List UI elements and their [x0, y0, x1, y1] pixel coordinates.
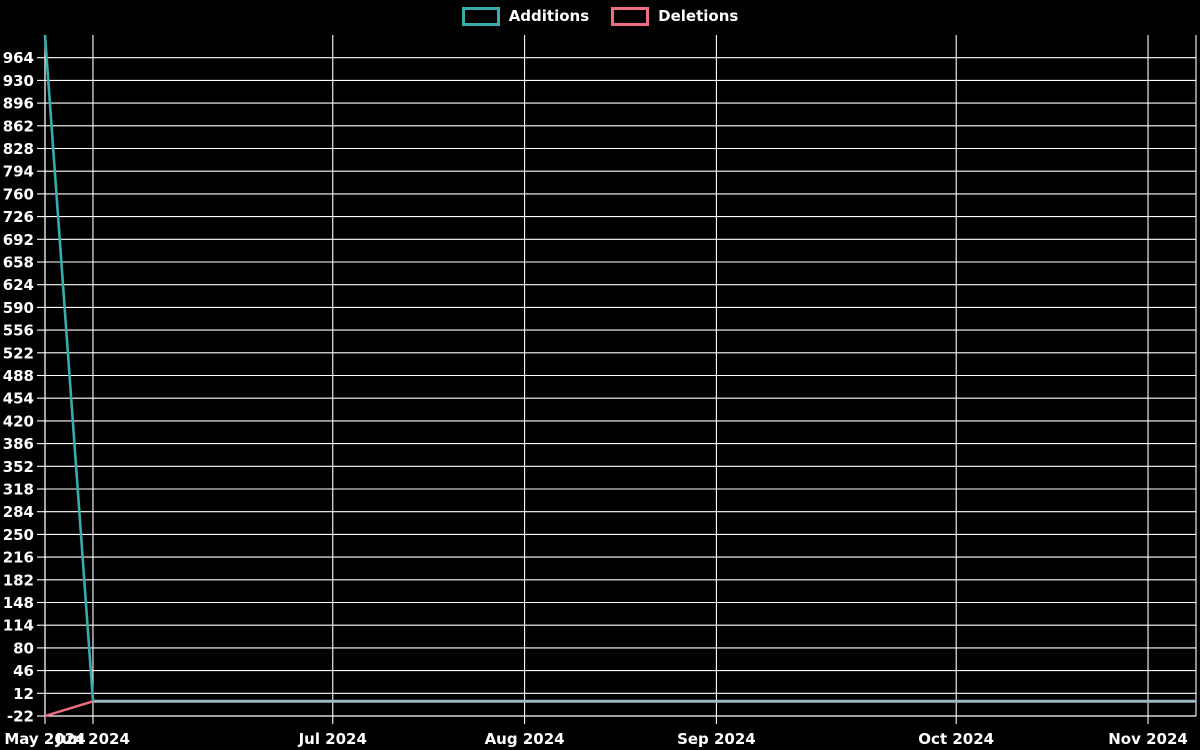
x-tick-label: May 2024: [4, 730, 85, 748]
y-tick-label: 182: [3, 571, 34, 589]
y-tick-label: 250: [3, 526, 34, 544]
y-tick-label: 80: [13, 639, 34, 657]
y-tick-label: 488: [3, 367, 34, 385]
x-tick-label: Sep 2024: [677, 730, 756, 748]
y-tick-label: 46: [13, 662, 34, 680]
y-tick-label: 12: [13, 685, 34, 703]
y-tick-label: 284: [3, 503, 34, 521]
y-tick-label: 522: [3, 344, 34, 362]
y-tick-label: 420: [3, 412, 34, 430]
y-tick-label: 556: [3, 322, 34, 340]
legend-item-deletions: Deletions: [611, 7, 738, 26]
y-tick-label: 930: [3, 72, 34, 90]
y-tick-label: 896: [3, 95, 34, 113]
y-tick-label: 794: [3, 163, 34, 181]
additions-line: [43, 34, 95, 702]
y-tick-label: 454: [3, 390, 34, 408]
deletions-line: [44, 700, 1196, 718]
x-tick-label: Oct 2024: [918, 730, 994, 748]
additions-swatch: [461, 7, 500, 26]
y-tick-label: 216: [3, 549, 34, 567]
y-tick-label: 590: [3, 299, 34, 317]
y-tick-label: 726: [3, 208, 34, 226]
y-tick-label: 352: [3, 458, 34, 476]
x-tick-label: Jun 2024: [55, 730, 130, 748]
y-tick-label: 148: [3, 594, 34, 612]
legend-item-additions: Additions: [461, 7, 590, 26]
y-tick-label: 828: [3, 140, 34, 158]
additions-legend-label: Additions: [508, 7, 590, 25]
y-tick-label: 114: [3, 617, 34, 635]
deletions-legend-label: Deletions: [658, 7, 739, 25]
y-tick-label: 862: [3, 117, 34, 135]
y-tick-label: -22: [7, 708, 34, 726]
chart-legend: Additions Deletions: [0, 7, 1200, 26]
y-tick-label: 760: [3, 185, 34, 203]
x-tick-label: Jul 2024: [298, 730, 367, 748]
y-tick-label: 318: [3, 481, 34, 499]
y-tick-label: 624: [3, 276, 34, 294]
deletions-swatch: [611, 7, 650, 26]
y-tick-label: 964: [3, 49, 34, 67]
y-tick-label: 692: [3, 231, 34, 249]
x-tick-label: Aug 2024: [485, 730, 565, 748]
y-tick-label: 386: [3, 435, 34, 453]
x-tick-label: Nov 2024: [1108, 730, 1188, 748]
y-tick-label: 658: [3, 254, 34, 272]
